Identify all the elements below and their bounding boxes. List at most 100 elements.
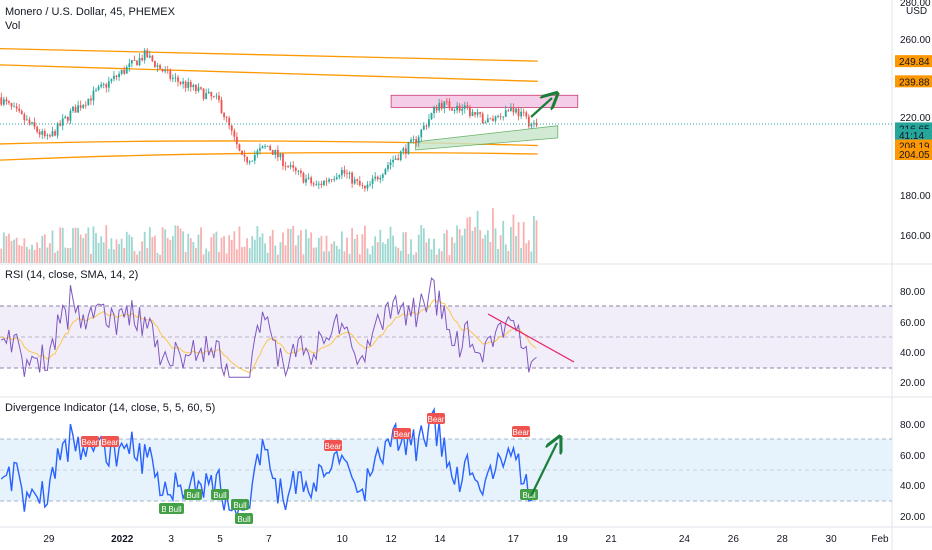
candle bbox=[77, 100, 80, 113]
volume-bar bbox=[72, 228, 74, 263]
volume-bar bbox=[179, 228, 182, 263]
price-tag: 239.88 bbox=[895, 75, 932, 88]
rsi-pane[interactable]: RSI (14, close, SMA, 14, 2) bbox=[0, 269, 892, 378]
volume-bar bbox=[33, 250, 36, 263]
volume-bar bbox=[512, 214, 515, 263]
volume-bar bbox=[497, 248, 499, 263]
volume-bar bbox=[320, 235, 323, 263]
volume-bar bbox=[151, 236, 154, 263]
volume-bar bbox=[305, 229, 307, 263]
time-label: 30 bbox=[826, 534, 838, 545]
candle bbox=[10, 102, 13, 110]
candles bbox=[0, 48, 538, 192]
candle bbox=[358, 176, 361, 187]
volume-bar bbox=[15, 237, 18, 263]
volume-bar bbox=[461, 235, 464, 263]
div-tick-20: 20.00 bbox=[900, 512, 925, 523]
candle bbox=[110, 78, 113, 84]
volume-bar bbox=[164, 229, 167, 263]
volume-bar bbox=[507, 250, 510, 263]
candle bbox=[333, 175, 336, 183]
volume-bar bbox=[328, 251, 330, 263]
volume-bar bbox=[28, 249, 31, 263]
volume-bar bbox=[74, 227, 77, 263]
candle bbox=[100, 81, 103, 89]
volume-bar bbox=[130, 236, 133, 263]
volume-bar bbox=[417, 234, 420, 263]
volume-bar bbox=[59, 227, 62, 263]
candle bbox=[59, 120, 62, 127]
candle bbox=[64, 115, 67, 119]
volume-bar bbox=[453, 242, 456, 263]
time-label: 2022 bbox=[111, 534, 134, 545]
price-tick-260: 260.00 bbox=[900, 35, 931, 46]
volume-bar bbox=[530, 251, 533, 263]
volume-bar bbox=[225, 253, 228, 263]
candle bbox=[264, 143, 266, 150]
candle bbox=[166, 65, 169, 74]
candle bbox=[46, 133, 49, 140]
candle bbox=[223, 111, 225, 121]
signal-bear: Bear bbox=[393, 428, 411, 439]
volume-bar bbox=[238, 226, 241, 263]
candle bbox=[471, 109, 474, 117]
candle bbox=[428, 114, 430, 129]
candle bbox=[243, 150, 246, 162]
volume-bar bbox=[97, 242, 100, 263]
price-axis[interactable]: USD 280.00 260.00 220.00 200.00 180.00 1… bbox=[895, 0, 932, 242]
volume-bar bbox=[241, 247, 243, 263]
candle bbox=[328, 177, 330, 184]
volume-bar bbox=[445, 229, 448, 263]
volume-bar bbox=[533, 215, 535, 263]
time-label: 14 bbox=[434, 534, 446, 545]
candle bbox=[233, 128, 236, 142]
candle bbox=[407, 141, 410, 155]
candle bbox=[387, 161, 389, 172]
time-axis[interactable]: 29 2022 3 5 7 10 12 14 17 19 21 24 26 28 30 Feb bbox=[43, 534, 889, 545]
div-tick-80: 80.00 bbox=[900, 420, 925, 431]
candle bbox=[456, 101, 459, 114]
candle bbox=[138, 53, 141, 67]
volume-bar bbox=[499, 235, 502, 263]
volume-bar bbox=[486, 230, 489, 263]
candle bbox=[394, 155, 397, 161]
signal-label: Bull bbox=[237, 515, 251, 524]
candle bbox=[371, 175, 374, 189]
candle bbox=[271, 149, 274, 155]
volume-bar bbox=[302, 254, 305, 263]
rsi-tick-20: 20.00 bbox=[900, 378, 925, 389]
volume-bar bbox=[171, 236, 174, 263]
volume-bar bbox=[184, 251, 187, 263]
candle bbox=[412, 135, 415, 144]
volume-bar bbox=[476, 210, 479, 263]
volume-bar bbox=[474, 226, 476, 263]
candle bbox=[261, 145, 264, 149]
volume-bar bbox=[489, 241, 492, 263]
volume-bar bbox=[266, 252, 269, 263]
candle bbox=[489, 117, 492, 120]
candle bbox=[461, 104, 464, 116]
candle bbox=[246, 156, 249, 165]
volume-bar bbox=[159, 254, 161, 263]
volume-bar bbox=[369, 254, 371, 263]
candle bbox=[148, 50, 151, 59]
candle bbox=[410, 137, 412, 144]
volume-bar bbox=[192, 241, 195, 263]
time-label: 3 bbox=[168, 534, 174, 545]
candle bbox=[335, 172, 338, 181]
volume-bar bbox=[392, 235, 394, 263]
candle bbox=[141, 54, 144, 62]
candle bbox=[287, 164, 289, 169]
signal-label: Bear bbox=[325, 442, 342, 451]
volume-bar bbox=[287, 228, 289, 263]
main-pane[interactable]: Monero / U.S. Dollar, 45, PHEMEX Vol bbox=[0, 6, 892, 263]
candle bbox=[0, 92, 3, 107]
candle bbox=[533, 120, 535, 128]
volume-bar bbox=[107, 249, 110, 263]
candle bbox=[225, 115, 228, 123]
signal-bear: Bear bbox=[324, 440, 342, 451]
divergence-pane[interactable]: BearBearBullBullBullBullBullBullBearBear… bbox=[0, 402, 892, 524]
candle bbox=[195, 83, 197, 95]
candle bbox=[15, 102, 18, 112]
